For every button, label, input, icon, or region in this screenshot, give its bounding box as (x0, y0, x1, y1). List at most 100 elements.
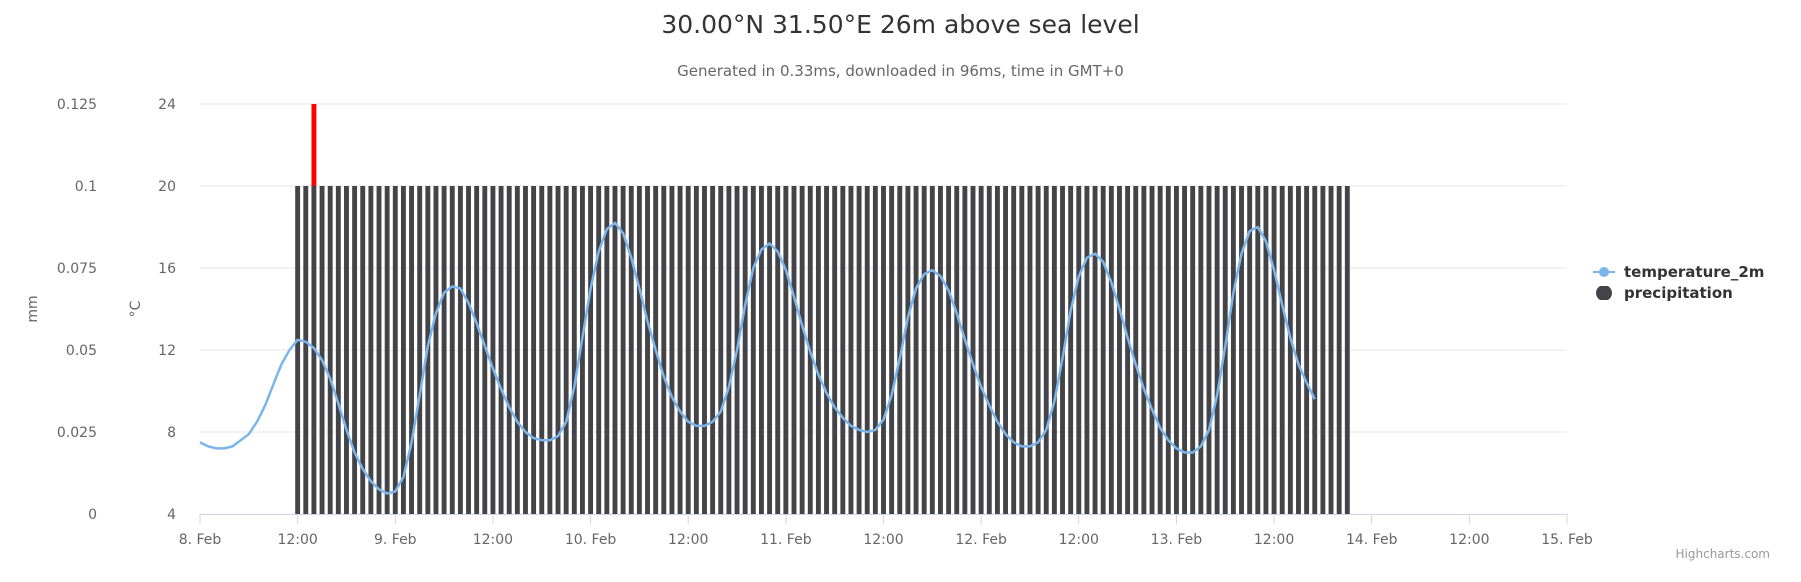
precipitation-bar (490, 186, 496, 514)
x-tick-label: 9. Feb (374, 532, 417, 548)
precipitation-bar (1190, 186, 1196, 514)
precipitation-bar (327, 186, 333, 514)
x-tick-label: 12:00 (1059, 532, 1099, 548)
precipitation-bar (1304, 186, 1310, 514)
precipitation-bar (946, 186, 952, 514)
precipitation-bar (1296, 186, 1301, 514)
legend-item-temperature[interactable]: temperature_2m (1592, 262, 1764, 282)
precipitation-bar (1084, 186, 1090, 514)
precipitation-bar (677, 186, 683, 514)
precipitation-bar (791, 186, 797, 514)
precipitation-bar (563, 186, 569, 514)
precipitation-bar (824, 186, 829, 514)
y-tick-label-temperature: 8 (167, 425, 176, 441)
precipitation-bar (702, 186, 707, 514)
precipitation-bar (352, 186, 358, 514)
precipitation-bar (335, 186, 341, 514)
x-tick-label: 10. Feb (565, 532, 617, 548)
precipitation-bar (555, 186, 561, 514)
precipitation-bar (815, 186, 821, 514)
precipitation-bar (1149, 186, 1155, 514)
precipitation-bar (506, 186, 512, 514)
precipitation-bar (1117, 186, 1122, 514)
precipitation-bar (1019, 186, 1025, 514)
y-tick-label-precipitation: 0.075 (57, 261, 97, 277)
precipitation-bar (319, 186, 325, 514)
y-tick-label-precipitation: 0.05 (66, 343, 97, 359)
precipitation-bar (978, 186, 984, 514)
precipitation-bar (938, 186, 943, 514)
precipitation-bar (392, 186, 398, 514)
now-marker-bar (311, 104, 317, 186)
precipitation-bar (685, 186, 691, 514)
precipitation-bar (531, 186, 537, 514)
precipitation-bar (759, 186, 764, 514)
precipitation-bar (514, 186, 520, 514)
precipitation-bar (303, 186, 309, 514)
precipitation-bar (921, 186, 927, 514)
precipitation-bar (1320, 186, 1326, 514)
legend-item-precipitation[interactable]: precipitation (1592, 283, 1733, 303)
precipitation-bar (1100, 186, 1106, 514)
legend-label-temperature: temperature_2m (1624, 263, 1765, 281)
precipitation-bar (718, 186, 724, 514)
x-tick-label: 11. Feb (760, 532, 812, 548)
precipitation-bar (669, 186, 675, 514)
precipitation-bar (1344, 186, 1350, 514)
precipitation-bar (1336, 186, 1342, 514)
precipitation-bar (645, 186, 650, 514)
precipitation-bar (1157, 186, 1163, 514)
precipitation-bar (523, 186, 528, 514)
precipitation-bar (433, 186, 439, 514)
precipitation-bar (1043, 186, 1049, 514)
precipitation-bar (1141, 186, 1147, 514)
precipitation-bar (856, 186, 862, 514)
precipitation-bar (929, 186, 935, 514)
precipitation-bar (726, 186, 732, 514)
precipitation-bar (1279, 186, 1285, 514)
y-tick-label-temperature: 16 (158, 261, 176, 277)
precipitation-bar (1125, 186, 1131, 514)
precipitation-bar (1255, 186, 1261, 514)
precipitation-bar (449, 186, 455, 514)
precipitation-bar (1328, 186, 1334, 514)
y-tick-label-temperature: 12 (158, 343, 176, 359)
precipitation-bar (539, 186, 545, 514)
precipitation-bar (498, 186, 504, 514)
precipitation-bar (628, 186, 634, 514)
precipitation-bar (604, 186, 610, 514)
precipitation-bar (799, 186, 805, 514)
precipitation-bar (1247, 186, 1253, 514)
precipitation-bar (750, 186, 756, 514)
chart-subtitle: Generated in 0.33ms, downloaded in 96ms,… (677, 62, 1124, 80)
precipitation-bar (1230, 186, 1236, 514)
precipitation-bar (1271, 186, 1277, 514)
y-tick-label-precipitation: 0.025 (57, 425, 97, 441)
precipitation-bar (767, 186, 773, 514)
precipitation-bar (962, 186, 968, 514)
x-tick-label: 12. Feb (955, 532, 1007, 548)
precipitation-bar (1214, 186, 1220, 514)
precipitation-bar (1011, 186, 1017, 514)
highcharts-credits-link[interactable]: Highcharts.com (1675, 547, 1770, 561)
precipitation-bar (986, 186, 992, 514)
precipitation-bar (775, 186, 781, 514)
precipitation-bar (954, 186, 960, 514)
x-tick-label: 12:00 (1254, 532, 1294, 548)
precipitation-bar (571, 186, 577, 514)
precipitation-bar (1239, 186, 1244, 514)
precipitation-bar (848, 186, 854, 514)
legend-dot-swatch (1599, 267, 1609, 277)
precipitation-bar (1027, 186, 1033, 514)
precipitation-bar (409, 186, 415, 514)
precipitation-bar (1165, 186, 1171, 514)
y-axis-title-precipitation: mm (25, 295, 41, 322)
precipitation-bar (1182, 186, 1188, 514)
x-tick-label: 8. Feb (179, 532, 222, 548)
precipitation-bar (970, 186, 976, 514)
line-marker-icon (1593, 267, 1615, 277)
precipitation-bar (710, 186, 716, 514)
precipitation-bar (783, 186, 789, 514)
x-tick-label: 12:00 (473, 532, 513, 548)
